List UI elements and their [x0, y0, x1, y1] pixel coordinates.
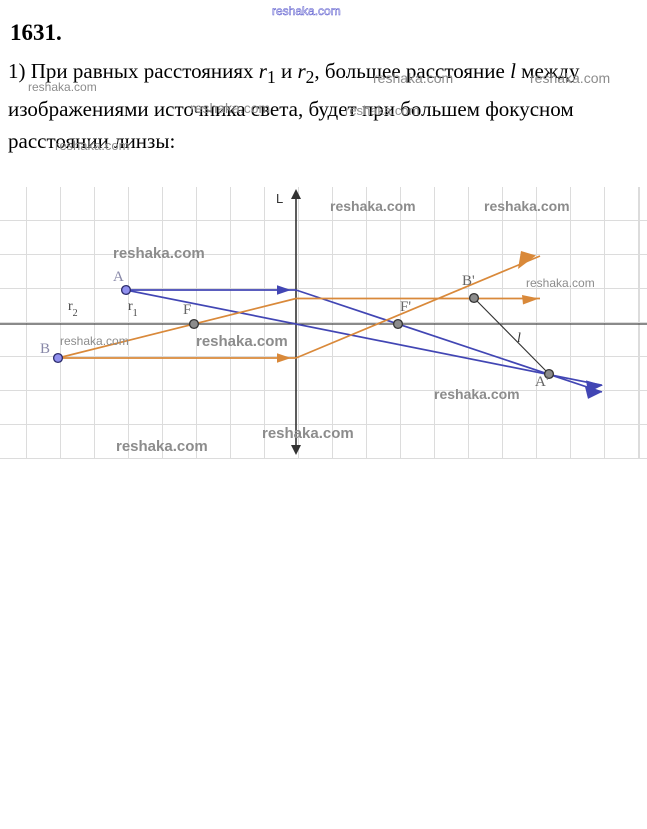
svg-text:L: L	[276, 191, 283, 206]
svg-text:F': F'	[400, 299, 411, 315]
svg-text:B': B'	[462, 273, 475, 289]
svg-text:r2: r2	[68, 299, 78, 319]
svg-text:A': A'	[535, 374, 549, 390]
svg-text:F: F	[183, 302, 191, 318]
svg-text:A: A	[113, 269, 124, 285]
svg-text:r1: r1	[128, 299, 138, 319]
svg-text:l: l	[517, 331, 521, 346]
svg-text:B: B	[40, 341, 50, 357]
